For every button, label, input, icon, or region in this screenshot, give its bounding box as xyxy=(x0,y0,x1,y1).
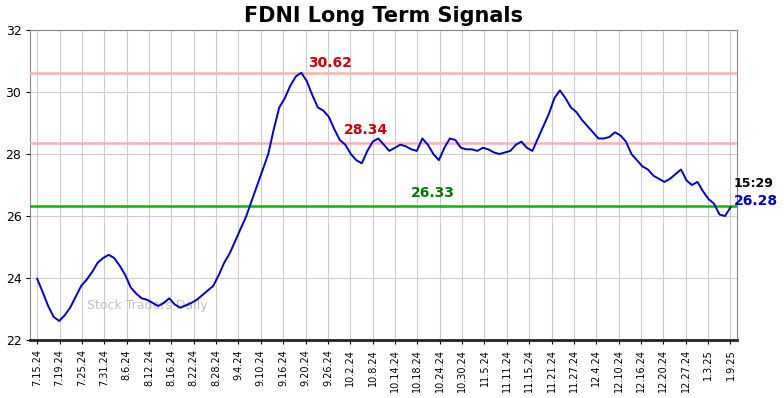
Text: 30.62: 30.62 xyxy=(308,56,352,70)
Text: Stock Traders Daily: Stock Traders Daily xyxy=(87,299,208,312)
Text: 28.34: 28.34 xyxy=(344,123,388,137)
Text: 26.28: 26.28 xyxy=(734,193,778,207)
Text: 15:29: 15:29 xyxy=(734,177,774,190)
Text: 26.33: 26.33 xyxy=(411,185,455,200)
Title: FDNI Long Term Signals: FDNI Long Term Signals xyxy=(245,6,524,25)
